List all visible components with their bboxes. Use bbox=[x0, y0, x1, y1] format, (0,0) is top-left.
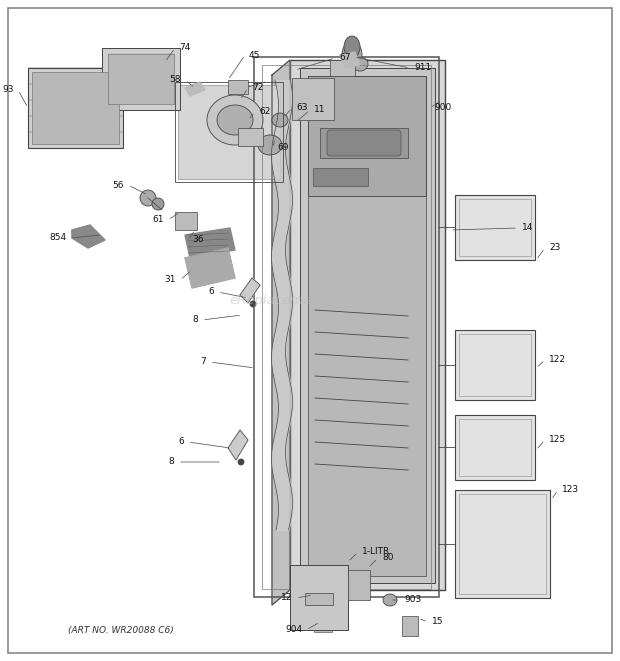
Ellipse shape bbox=[238, 459, 244, 465]
Text: 8: 8 bbox=[168, 457, 174, 467]
Text: (ART NO. WR20088 C6): (ART NO. WR20088 C6) bbox=[68, 625, 174, 635]
Polygon shape bbox=[240, 278, 260, 303]
Bar bbox=[300, 68, 435, 583]
Text: 7: 7 bbox=[200, 358, 206, 366]
Bar bbox=[308, 76, 426, 576]
Polygon shape bbox=[340, 52, 360, 68]
Text: 8: 8 bbox=[192, 315, 198, 325]
Bar bbox=[178, 85, 280, 179]
Ellipse shape bbox=[140, 190, 156, 206]
Bar bbox=[402, 616, 418, 636]
Polygon shape bbox=[185, 82, 205, 96]
Ellipse shape bbox=[207, 95, 263, 145]
Ellipse shape bbox=[344, 36, 360, 58]
Text: 23: 23 bbox=[549, 243, 560, 253]
Text: 904: 904 bbox=[285, 625, 302, 635]
Bar bbox=[455, 415, 535, 480]
Bar bbox=[459, 199, 531, 256]
Bar bbox=[292, 78, 334, 120]
Polygon shape bbox=[72, 225, 105, 248]
Bar bbox=[102, 48, 180, 110]
Bar bbox=[308, 76, 426, 196]
Text: 900: 900 bbox=[434, 104, 451, 112]
Bar bbox=[348, 570, 370, 600]
Bar bbox=[455, 195, 535, 260]
Bar bbox=[262, 65, 431, 589]
Text: 45: 45 bbox=[249, 50, 260, 59]
Text: 69: 69 bbox=[277, 143, 288, 153]
Text: 61: 61 bbox=[153, 215, 164, 225]
Text: 80: 80 bbox=[382, 553, 394, 563]
Text: 123: 123 bbox=[562, 485, 579, 494]
Text: 14: 14 bbox=[522, 223, 533, 233]
Bar bbox=[320, 128, 408, 158]
Text: 63: 63 bbox=[296, 104, 308, 112]
Bar bbox=[108, 54, 174, 104]
Bar bbox=[459, 494, 546, 594]
Bar bbox=[305, 593, 333, 605]
Polygon shape bbox=[185, 228, 235, 258]
Bar bbox=[32, 72, 119, 144]
Bar bbox=[314, 620, 332, 632]
Text: 15: 15 bbox=[432, 617, 443, 627]
Text: 56: 56 bbox=[112, 180, 124, 190]
Ellipse shape bbox=[250, 301, 256, 307]
Bar bbox=[238, 128, 263, 146]
Text: 125: 125 bbox=[549, 436, 566, 444]
Bar bbox=[290, 60, 445, 590]
Ellipse shape bbox=[258, 135, 282, 155]
Ellipse shape bbox=[357, 478, 393, 502]
Text: 72: 72 bbox=[252, 83, 264, 93]
Ellipse shape bbox=[312, 617, 324, 627]
Bar bbox=[28, 68, 123, 148]
Bar bbox=[313, 168, 368, 186]
Text: 67: 67 bbox=[339, 54, 350, 63]
Ellipse shape bbox=[217, 105, 253, 135]
Ellipse shape bbox=[352, 57, 368, 71]
Text: 12: 12 bbox=[281, 594, 292, 602]
Text: 58: 58 bbox=[169, 75, 181, 85]
Text: 93: 93 bbox=[2, 85, 14, 95]
Bar bbox=[455, 330, 535, 400]
Bar bbox=[254, 57, 439, 597]
Text: 122: 122 bbox=[549, 356, 566, 364]
Text: eReplacementParts.com: eReplacementParts.com bbox=[229, 294, 391, 307]
FancyBboxPatch shape bbox=[327, 130, 401, 156]
Text: 6: 6 bbox=[179, 438, 184, 446]
Bar bbox=[228, 80, 248, 94]
Polygon shape bbox=[185, 248, 235, 288]
Ellipse shape bbox=[272, 113, 288, 127]
Text: 62: 62 bbox=[259, 108, 270, 116]
Bar bbox=[459, 419, 531, 476]
Text: 1-LITR.: 1-LITR. bbox=[362, 547, 392, 557]
Text: 74: 74 bbox=[179, 44, 190, 52]
Text: 6: 6 bbox=[208, 288, 214, 297]
Ellipse shape bbox=[342, 41, 362, 69]
Text: 911: 911 bbox=[414, 63, 432, 73]
Bar bbox=[455, 490, 550, 598]
Text: 854: 854 bbox=[49, 233, 66, 243]
Bar bbox=[290, 565, 348, 630]
Polygon shape bbox=[228, 430, 248, 460]
Text: 903: 903 bbox=[404, 596, 421, 605]
Ellipse shape bbox=[152, 198, 164, 210]
Bar bbox=[330, 60, 355, 78]
Ellipse shape bbox=[383, 594, 397, 606]
Bar bbox=[175, 212, 197, 230]
Text: 11: 11 bbox=[314, 106, 326, 114]
Polygon shape bbox=[272, 60, 290, 605]
Text: 31: 31 bbox=[164, 276, 176, 284]
Bar bbox=[459, 334, 531, 396]
Text: 36: 36 bbox=[192, 235, 203, 245]
Bar bbox=[175, 82, 283, 182]
